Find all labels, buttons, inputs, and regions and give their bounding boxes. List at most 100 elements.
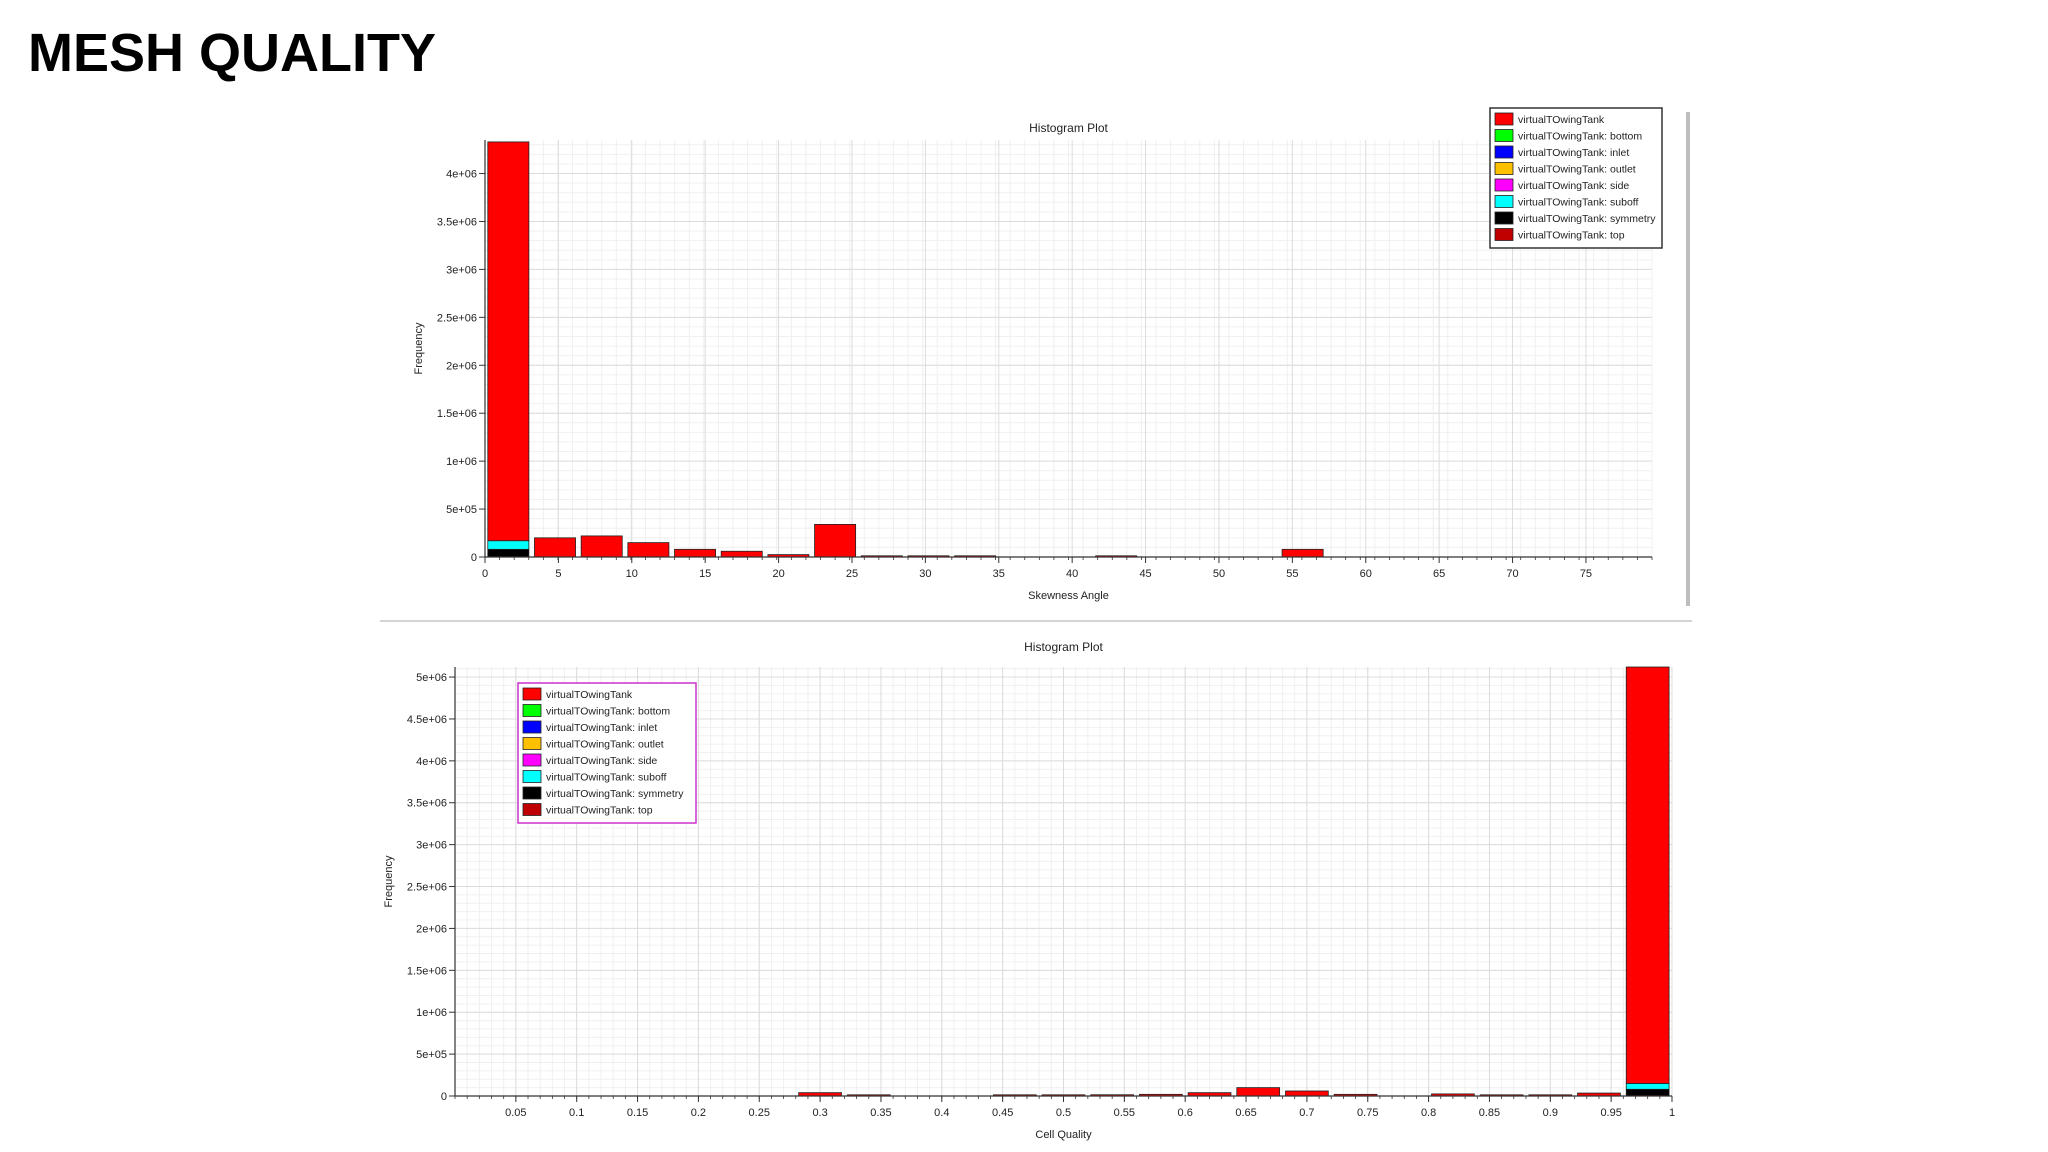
legend-swatch xyxy=(1494,228,1514,241)
legend-label: virtualTOwingTank: inlet xyxy=(1518,147,1629,159)
legend-swatch xyxy=(522,786,542,800)
x-tick-label: 5 xyxy=(555,568,561,580)
x-tick-label: 0.65 xyxy=(1235,1107,1256,1119)
histogram-bar xyxy=(1625,666,1670,1084)
x-tick-label: 0.35 xyxy=(870,1107,891,1119)
x-tick-label: 0.45 xyxy=(992,1107,1013,1119)
legend-box xyxy=(517,682,697,824)
histogram-bar xyxy=(534,537,576,558)
x-tick-label: 35 xyxy=(993,568,1005,580)
legend-swatch xyxy=(522,720,542,734)
legend-swatch xyxy=(1494,129,1514,142)
legend-label: virtualTOwingTank: outlet xyxy=(546,739,664,751)
x-tick-label: 0.4 xyxy=(934,1107,949,1119)
x-tick-label: 0.6 xyxy=(1178,1107,1193,1119)
y-tick-label: 2e+06 xyxy=(416,923,447,935)
y-tick-label: 5e+05 xyxy=(416,1049,447,1061)
histogram-bar xyxy=(580,535,623,558)
x-tick-label: 75 xyxy=(1580,568,1592,580)
histogram-bar xyxy=(720,550,763,558)
legend-swatch xyxy=(522,737,542,750)
y-tick-label: 2e+06 xyxy=(446,360,477,372)
legend-label: virtualTOwingTank: side xyxy=(546,755,657,767)
y-tick-label: 5e+06 xyxy=(416,672,447,684)
x-tick-label: 0.55 xyxy=(1114,1107,1135,1119)
x-tick-label: 30 xyxy=(919,568,931,580)
x-tick-label: 0.95 xyxy=(1600,1107,1621,1119)
legend-label: virtualTOwingTank xyxy=(1518,114,1605,126)
legend-swatch xyxy=(522,803,542,816)
histogram-bar xyxy=(814,524,857,558)
x-tick-label: 0.7 xyxy=(1299,1107,1314,1119)
x-tick-label: 65 xyxy=(1433,568,1445,580)
legend-label: virtualTOwingTank: bottom xyxy=(1518,131,1642,143)
x-tick-label: 0.3 xyxy=(812,1107,827,1119)
x-tick-label: 0.5 xyxy=(1056,1107,1071,1119)
histogram-bar xyxy=(1281,548,1324,558)
y-tick-label: 4e+06 xyxy=(416,756,447,768)
histogram-bar xyxy=(1625,1088,1670,1097)
x-tick-label: 0.9 xyxy=(1543,1107,1558,1119)
scrollbar[interactable] xyxy=(1686,112,1690,606)
legend-swatch xyxy=(1494,195,1514,208)
legend-swatch xyxy=(1494,145,1514,159)
y-tick-label: 3e+06 xyxy=(416,840,447,852)
y-tick-label: 1e+06 xyxy=(416,1007,447,1019)
x-tick-label: 55 xyxy=(1286,568,1298,580)
legend-label: virtualTOwingTank: top xyxy=(546,805,653,817)
histogram-bar xyxy=(674,548,716,558)
x-tick-label: 0.1 xyxy=(569,1107,584,1119)
legend-label: virtualTOwingTank: suboff xyxy=(1518,197,1639,209)
y-tick-label: 5e+05 xyxy=(446,504,477,516)
x-tick-label: 0.05 xyxy=(505,1107,526,1119)
x-tick-label: 20 xyxy=(772,568,784,580)
legend-label: virtualTOwingTank: bottom xyxy=(546,706,670,718)
x-tick-label: 70 xyxy=(1506,568,1518,580)
skewness-histogram: 0 5 10 15 20 25 30 35 40 45 50 55 60 65 70 75 0 5e+05 1e+0… xyxy=(413,107,1663,602)
legend-box xyxy=(1489,107,1663,249)
legend-swatch xyxy=(522,687,542,701)
legend-label: virtualTOwingTank: top xyxy=(1518,230,1625,242)
legend-label: virtualTOwingTank: outlet xyxy=(1518,164,1636,176)
x-tick-label: 50 xyxy=(1213,568,1225,580)
histogram-bar xyxy=(1285,1090,1329,1097)
legend-label: virtualTOwingTank: symmetry xyxy=(1518,213,1656,225)
legend-swatch xyxy=(1494,211,1514,225)
page-title: MESH QUALITY xyxy=(28,23,437,83)
legend-label: virtualTOwingTank: side xyxy=(1518,180,1629,192)
y-tick-label: 0 xyxy=(441,1091,447,1103)
y-axis-label: Frequency xyxy=(413,322,425,374)
legend: virtualTOwingTank virtualTOwingTank: bott… xyxy=(517,682,697,824)
histogram-bar xyxy=(487,540,530,550)
chart-title: Histogram Plot xyxy=(1024,640,1103,654)
y-tick-label: 4e+06 xyxy=(446,169,477,181)
chart-title: Histogram Plot xyxy=(1029,121,1108,135)
x-tick-label: 45 xyxy=(1139,568,1151,580)
x-tick-label: 1 xyxy=(1669,1107,1675,1119)
legend-label: virtualTOwingTank: suboff xyxy=(546,772,667,784)
y-tick-label: 2.5e+06 xyxy=(407,882,447,894)
x-tick-label: 0.2 xyxy=(691,1107,706,1119)
histogram-bar xyxy=(1236,1087,1281,1097)
legend-label: virtualTOwingTank xyxy=(546,689,633,701)
histogram-bar xyxy=(487,548,530,558)
x-tick-label: 25 xyxy=(846,568,858,580)
histogram-bar xyxy=(1625,1083,1670,1090)
x-tick-label: 15 xyxy=(699,568,711,580)
histogram-bar xyxy=(487,141,530,542)
y-tick-label: 1.5e+06 xyxy=(407,965,447,977)
x-tick-label: 0 xyxy=(482,568,488,580)
legend-swatch xyxy=(1494,162,1514,175)
legend-swatch xyxy=(1494,112,1514,126)
chart-divider xyxy=(380,620,1692,622)
y-tick-label: 2.5e+06 xyxy=(437,312,477,324)
cell-quality-chart-panel: 0.05 0.1 0.15 0.2 0.25 0.3 0.35 0.4 0.45 0.5 0.55 0… xyxy=(380,624,1692,1149)
histogram-bar xyxy=(627,542,670,558)
legend-label: virtualTOwingTank: symmetry xyxy=(546,788,684,800)
y-tick-label: 0 xyxy=(471,552,477,564)
y-axis-label: Frequency xyxy=(383,855,395,907)
x-tick-label: 40 xyxy=(1066,568,1078,580)
y-tick-label: 4.5e+06 xyxy=(407,714,447,726)
x-tick-label: 0.8 xyxy=(1421,1107,1436,1119)
x-tick-label: 0.15 xyxy=(627,1107,648,1119)
